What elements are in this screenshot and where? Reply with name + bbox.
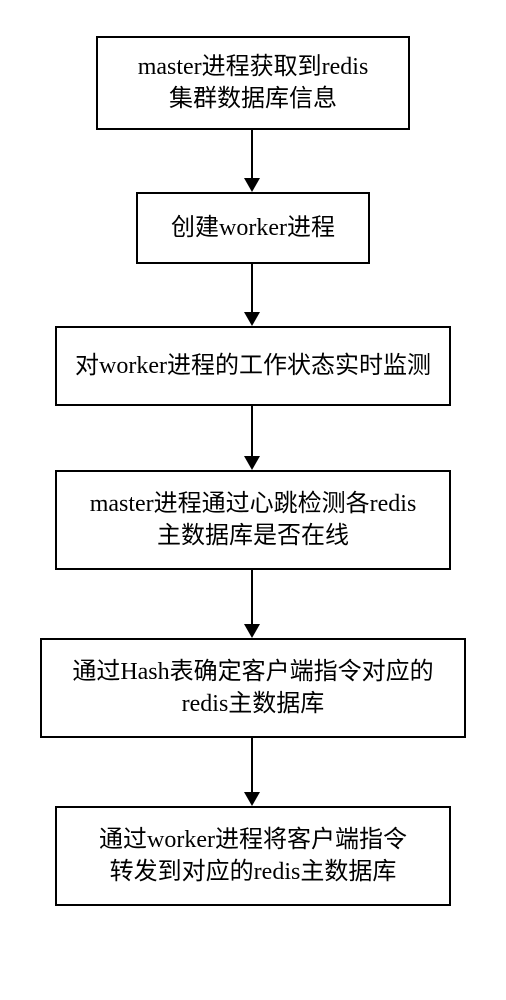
flow-node-2: 创建worker进程 — [136, 192, 370, 264]
flow-arrow-line — [251, 406, 253, 456]
flow-arrow-head-icon — [244, 624, 260, 638]
flow-node-label: master进程获取到redis集群数据库信息 — [138, 51, 369, 116]
flow-arrow-line — [251, 738, 253, 792]
flow-node-3: 对worker进程的工作状态实时监测 — [55, 326, 451, 406]
flow-node-label: master进程通过心跳检测各redis主数据库是否在线 — [90, 488, 417, 553]
flow-node-label: 通过Hash表确定客户端指令对应的redis主数据库 — [72, 656, 433, 721]
flow-arrow-line — [251, 130, 253, 178]
flow-arrow-head-icon — [244, 792, 260, 806]
flow-node-5: 通过Hash表确定客户端指令对应的redis主数据库 — [40, 638, 466, 738]
flow-node-4: master进程通过心跳检测各redis主数据库是否在线 — [55, 470, 451, 570]
flow-arrow-line — [251, 264, 253, 312]
flowchart-container: master进程获取到redis集群数据库信息 创建worker进程 对work… — [0, 0, 506, 1000]
flow-arrow-head-icon — [244, 178, 260, 192]
flow-node-label: 对worker进程的工作状态实时监测 — [75, 350, 431, 382]
flow-node-label: 创建worker进程 — [171, 212, 335, 244]
flow-arrow-head-icon — [244, 312, 260, 326]
flow-arrow-head-icon — [244, 456, 260, 470]
flow-node-6: 通过worker进程将客户端指令转发到对应的redis主数据库 — [55, 806, 451, 906]
flow-arrow-line — [251, 570, 253, 624]
flow-node-1: master进程获取到redis集群数据库信息 — [96, 36, 410, 130]
flow-node-label: 通过worker进程将客户端指令转发到对应的redis主数据库 — [99, 824, 407, 889]
